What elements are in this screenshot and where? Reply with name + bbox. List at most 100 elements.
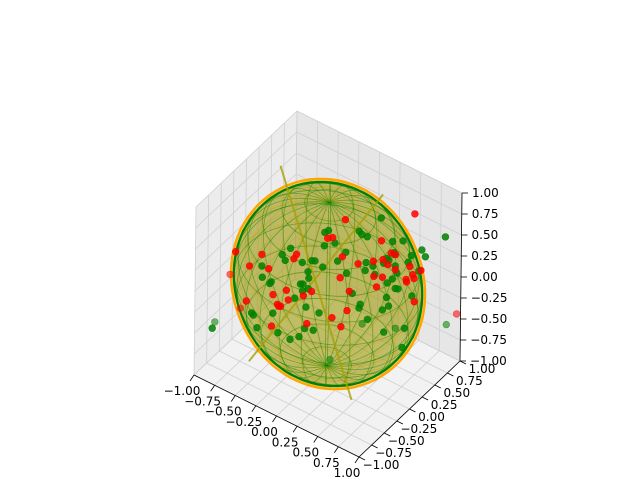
sphere-green-parallel — [302, 346, 352, 379]
x-tick-label: −0.75 — [184, 394, 221, 408]
scatter-point-green — [281, 256, 289, 265]
sphere-green-meridian — [326, 189, 378, 366]
y-tick-label: 0.75 — [456, 374, 483, 388]
scatter-point-red — [328, 314, 336, 322]
sphere-green-meridian — [326, 202, 409, 376]
scatter-point-green — [295, 332, 303, 341]
y-tick-label: −0.25 — [401, 422, 438, 436]
grid-line — [296, 131, 462, 215]
y-tick — [409, 408, 416, 413]
scatter-point-red — [411, 210, 419, 218]
scatter-point-red — [354, 260, 362, 268]
scatter-point-green — [258, 273, 266, 281]
y-tick — [447, 372, 454, 377]
grid-line — [296, 173, 462, 257]
grid-line — [317, 340, 420, 437]
scatter-point-green — [362, 258, 370, 267]
x-tick — [334, 446, 339, 453]
y-tick — [434, 384, 441, 389]
sphere-green-parallel — [246, 189, 411, 297]
grid-line — [256, 314, 423, 398]
scatter-point-green — [399, 237, 407, 245]
x-tick — [313, 436, 319, 443]
y-tick-label: 0.50 — [443, 386, 470, 400]
scatter-point-red — [409, 271, 417, 279]
sphere-green-meridian — [237, 197, 330, 366]
sphere-orange-parallel — [303, 186, 355, 220]
sphere-green-meridian — [326, 202, 374, 385]
scatter-point-red — [377, 237, 386, 245]
grid-line — [244, 326, 410, 410]
sphere-orange-parallel — [258, 298, 397, 389]
y-tick-label: 0.25 — [431, 398, 458, 412]
scatter-point-green — [311, 257, 319, 265]
scatter-point-red — [303, 319, 311, 328]
sphere-green-meridian — [262, 187, 330, 366]
sphere-green-parallel — [261, 182, 396, 271]
sphere-green-meridian — [326, 202, 419, 371]
sphere-orange-meridian — [326, 199, 426, 370]
sphere-green-parallel — [279, 323, 375, 386]
scatter-point-green — [388, 275, 396, 283]
sphere-green-parallel — [237, 203, 420, 323]
scatter-point-green — [358, 320, 366, 328]
x-tick — [354, 456, 360, 464]
sphere-orange-meridian — [326, 197, 414, 369]
scatter-point-red — [369, 257, 377, 265]
z-tick-label: −1.00 — [470, 354, 507, 368]
scatter-point-red — [329, 233, 337, 242]
scatter-point-green — [304, 268, 312, 276]
scatter-point-green — [421, 253, 430, 261]
scatter-point-red — [282, 286, 291, 294]
scatter-point-green — [384, 302, 393, 310]
sphere-orange-parallel — [301, 348, 353, 382]
sphere-green — [232, 180, 424, 388]
scatter-point-red — [284, 296, 292, 304]
scatter-point-green — [302, 303, 310, 311]
sphere-green-meridian — [326, 202, 394, 381]
x-tick-label: 0.50 — [292, 446, 319, 460]
sphere-orange-parallel — [244, 186, 413, 298]
scatter-point-green — [377, 214, 385, 222]
sphere-green-meridian — [326, 202, 423, 367]
z-tick-label: −0.75 — [470, 333, 507, 347]
grid-line — [282, 290, 448, 374]
x-tick-label: −0.50 — [205, 405, 242, 419]
scatter-point-green — [286, 244, 295, 253]
scatter-point-red — [343, 306, 351, 315]
z-tick-label: 0.25 — [471, 249, 498, 263]
x-tick-label: 0.00 — [251, 425, 278, 439]
sphere-orange-meridian — [326, 199, 352, 390]
sphere-surfaces — [229, 165, 427, 401]
scatter-point-green — [333, 257, 342, 265]
scatter-point-red — [336, 274, 344, 282]
grid-line — [195, 131, 298, 229]
y-tick — [371, 444, 378, 449]
scatter-point-green — [320, 242, 328, 250]
sphere-orange-parallel — [259, 179, 398, 270]
x-tick — [189, 374, 195, 382]
sphere-green-parallel — [245, 271, 410, 379]
z-tick-label: 1.00 — [472, 186, 499, 200]
y-tick — [459, 360, 467, 365]
scatter-point-green — [309, 326, 317, 334]
sphere-green-parallel — [304, 189, 354, 222]
scatter-point-green — [253, 324, 261, 332]
y-tick — [396, 420, 404, 425]
scatter-point-red — [372, 283, 381, 291]
scatter-point-green — [382, 293, 391, 302]
scatter-point-green — [291, 294, 299, 302]
y-tick-label: 1.00 — [469, 362, 496, 376]
scatter-point-green — [326, 355, 334, 364]
x-tick-label: 0.75 — [313, 456, 340, 470]
sphere-green-meridian — [233, 201, 330, 366]
scatter-point-red — [391, 266, 399, 274]
grid-line — [294, 278, 461, 362]
scatter-point-green — [378, 306, 387, 314]
scatter-point-red — [236, 304, 245, 312]
sphere-green-meridian — [326, 195, 397, 366]
scatter-point-red — [338, 253, 347, 261]
sphere-ridge-line — [279, 165, 353, 401]
